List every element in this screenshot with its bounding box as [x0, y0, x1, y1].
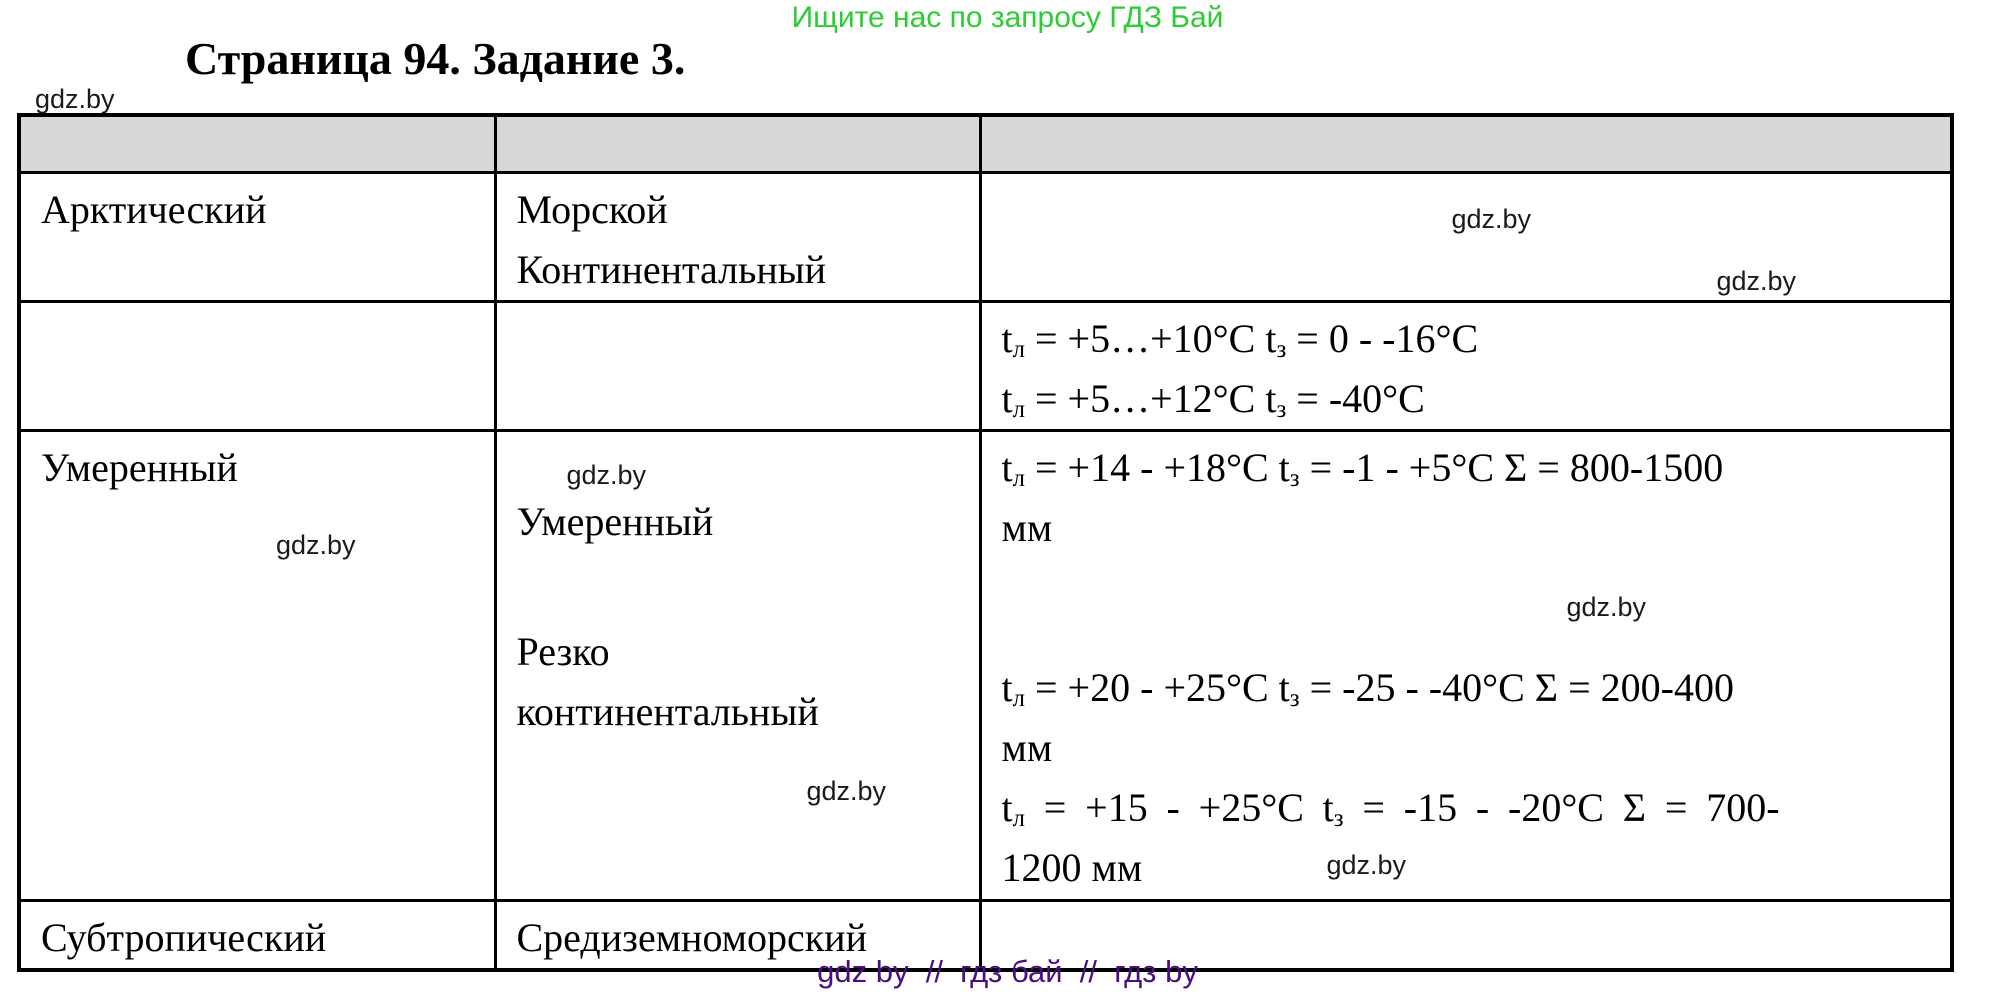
- type-label-continental: Континентальный: [516, 247, 827, 292]
- header-cell-characteristics: [978, 113, 1954, 174]
- header-cell-type: [493, 113, 982, 174]
- cell-type-temperate: gdz.by Умеренный Резко континентальный g…: [493, 429, 982, 902]
- promo-banner: Ищите нас по запросу ГДЗ Бай: [791, 1, 1224, 34]
- type-label-sharply: Резко: [516, 629, 610, 674]
- type-label-marine: Морской: [516, 187, 668, 232]
- temp-line: tл = +5…+10°C tз = 0 - -16°C: [1001, 316, 1479, 363]
- cell-zone-temperate: Умеренный gdz.by: [17, 429, 497, 902]
- footer-links: gdz by // гдз бай // гдз by: [817, 954, 1198, 989]
- watermark: gdz.by: [1326, 850, 1407, 880]
- watermark: gdz.by: [276, 530, 356, 560]
- watermark: gdz.by: [35, 84, 115, 114]
- cell-type-arctic: Морской Континентальный: [493, 171, 982, 303]
- row-arctic: Арктический Морской Континентальный gdz.…: [17, 171, 1954, 303]
- cell-type-subtropical: Средиземноморский: [493, 899, 982, 972]
- cell-characteristics-subtropical: [978, 899, 1954, 972]
- cell-characteristics-temperate: gdz.by gdz.by tл = +14 - +18°C tз = -1 -…: [978, 429, 1954, 902]
- climate-table: Арктический Морской Континентальный gdz.…: [17, 113, 1954, 972]
- cell-zone-arctic: Арктический: [17, 171, 497, 303]
- cell-type-empty: [493, 300, 982, 432]
- type-label-temperate: Умеренный: [516, 499, 714, 544]
- temp-line: tл = +15 - +25°C tз = -15 - -20°C Σ = 70…: [1001, 785, 1780, 832]
- type-label-sharply-continental: континентальный: [516, 689, 819, 734]
- type-label-mediterranean: Средиземноморский: [516, 915, 868, 960]
- cell-temps-arctic: tл = +5…+10°C tз = 0 - -16°C tл = +5…+12…: [978, 300, 1954, 432]
- watermark: gdz.by: [1451, 204, 1532, 234]
- temp-line: tл = +5…+12°C tз = -40°C: [1001, 376, 1425, 423]
- temp-line: мм: [1001, 505, 1053, 550]
- row-temperate: Умеренный gdz.by gdz.by Умеренный Резко …: [17, 429, 1954, 902]
- temp-line: 1200 мм: [1001, 845, 1143, 890]
- watermark: gdz.by: [806, 776, 887, 806]
- temp-line: tл = +20 - +25°C tз = -25 - -40°C Σ = 20…: [1001, 665, 1734, 712]
- watermark: gdz.by: [566, 460, 647, 490]
- zone-label-arctic: Арктический: [41, 187, 267, 232]
- page-title: Страница 94. Задание 3.: [185, 33, 686, 84]
- cell-zone-subtropical: Субтропический: [17, 899, 497, 972]
- row-subtropical: Субтропический Средиземноморский: [17, 899, 1954, 972]
- cell-zone-empty: [17, 300, 497, 432]
- zone-label-subtropical: Субтропический: [41, 915, 327, 960]
- temp-line: tл = +14 - +18°C tз = -1 - +5°C Σ = 800-…: [1001, 445, 1724, 492]
- temp-line: мм: [1001, 725, 1053, 770]
- watermark: gdz.by: [1716, 266, 1797, 296]
- zone-label-temperate: Умеренный: [41, 445, 238, 490]
- watermark: gdz.by: [1566, 592, 1647, 622]
- table-header-row: [17, 113, 1954, 174]
- cell-characteristics-arctic: gdz.by gdz.by: [978, 171, 1954, 303]
- header-cell-zone: [17, 113, 497, 174]
- row-arctic-temps: tл = +5…+10°C tз = 0 - -16°C tл = +5…+12…: [17, 300, 1954, 432]
